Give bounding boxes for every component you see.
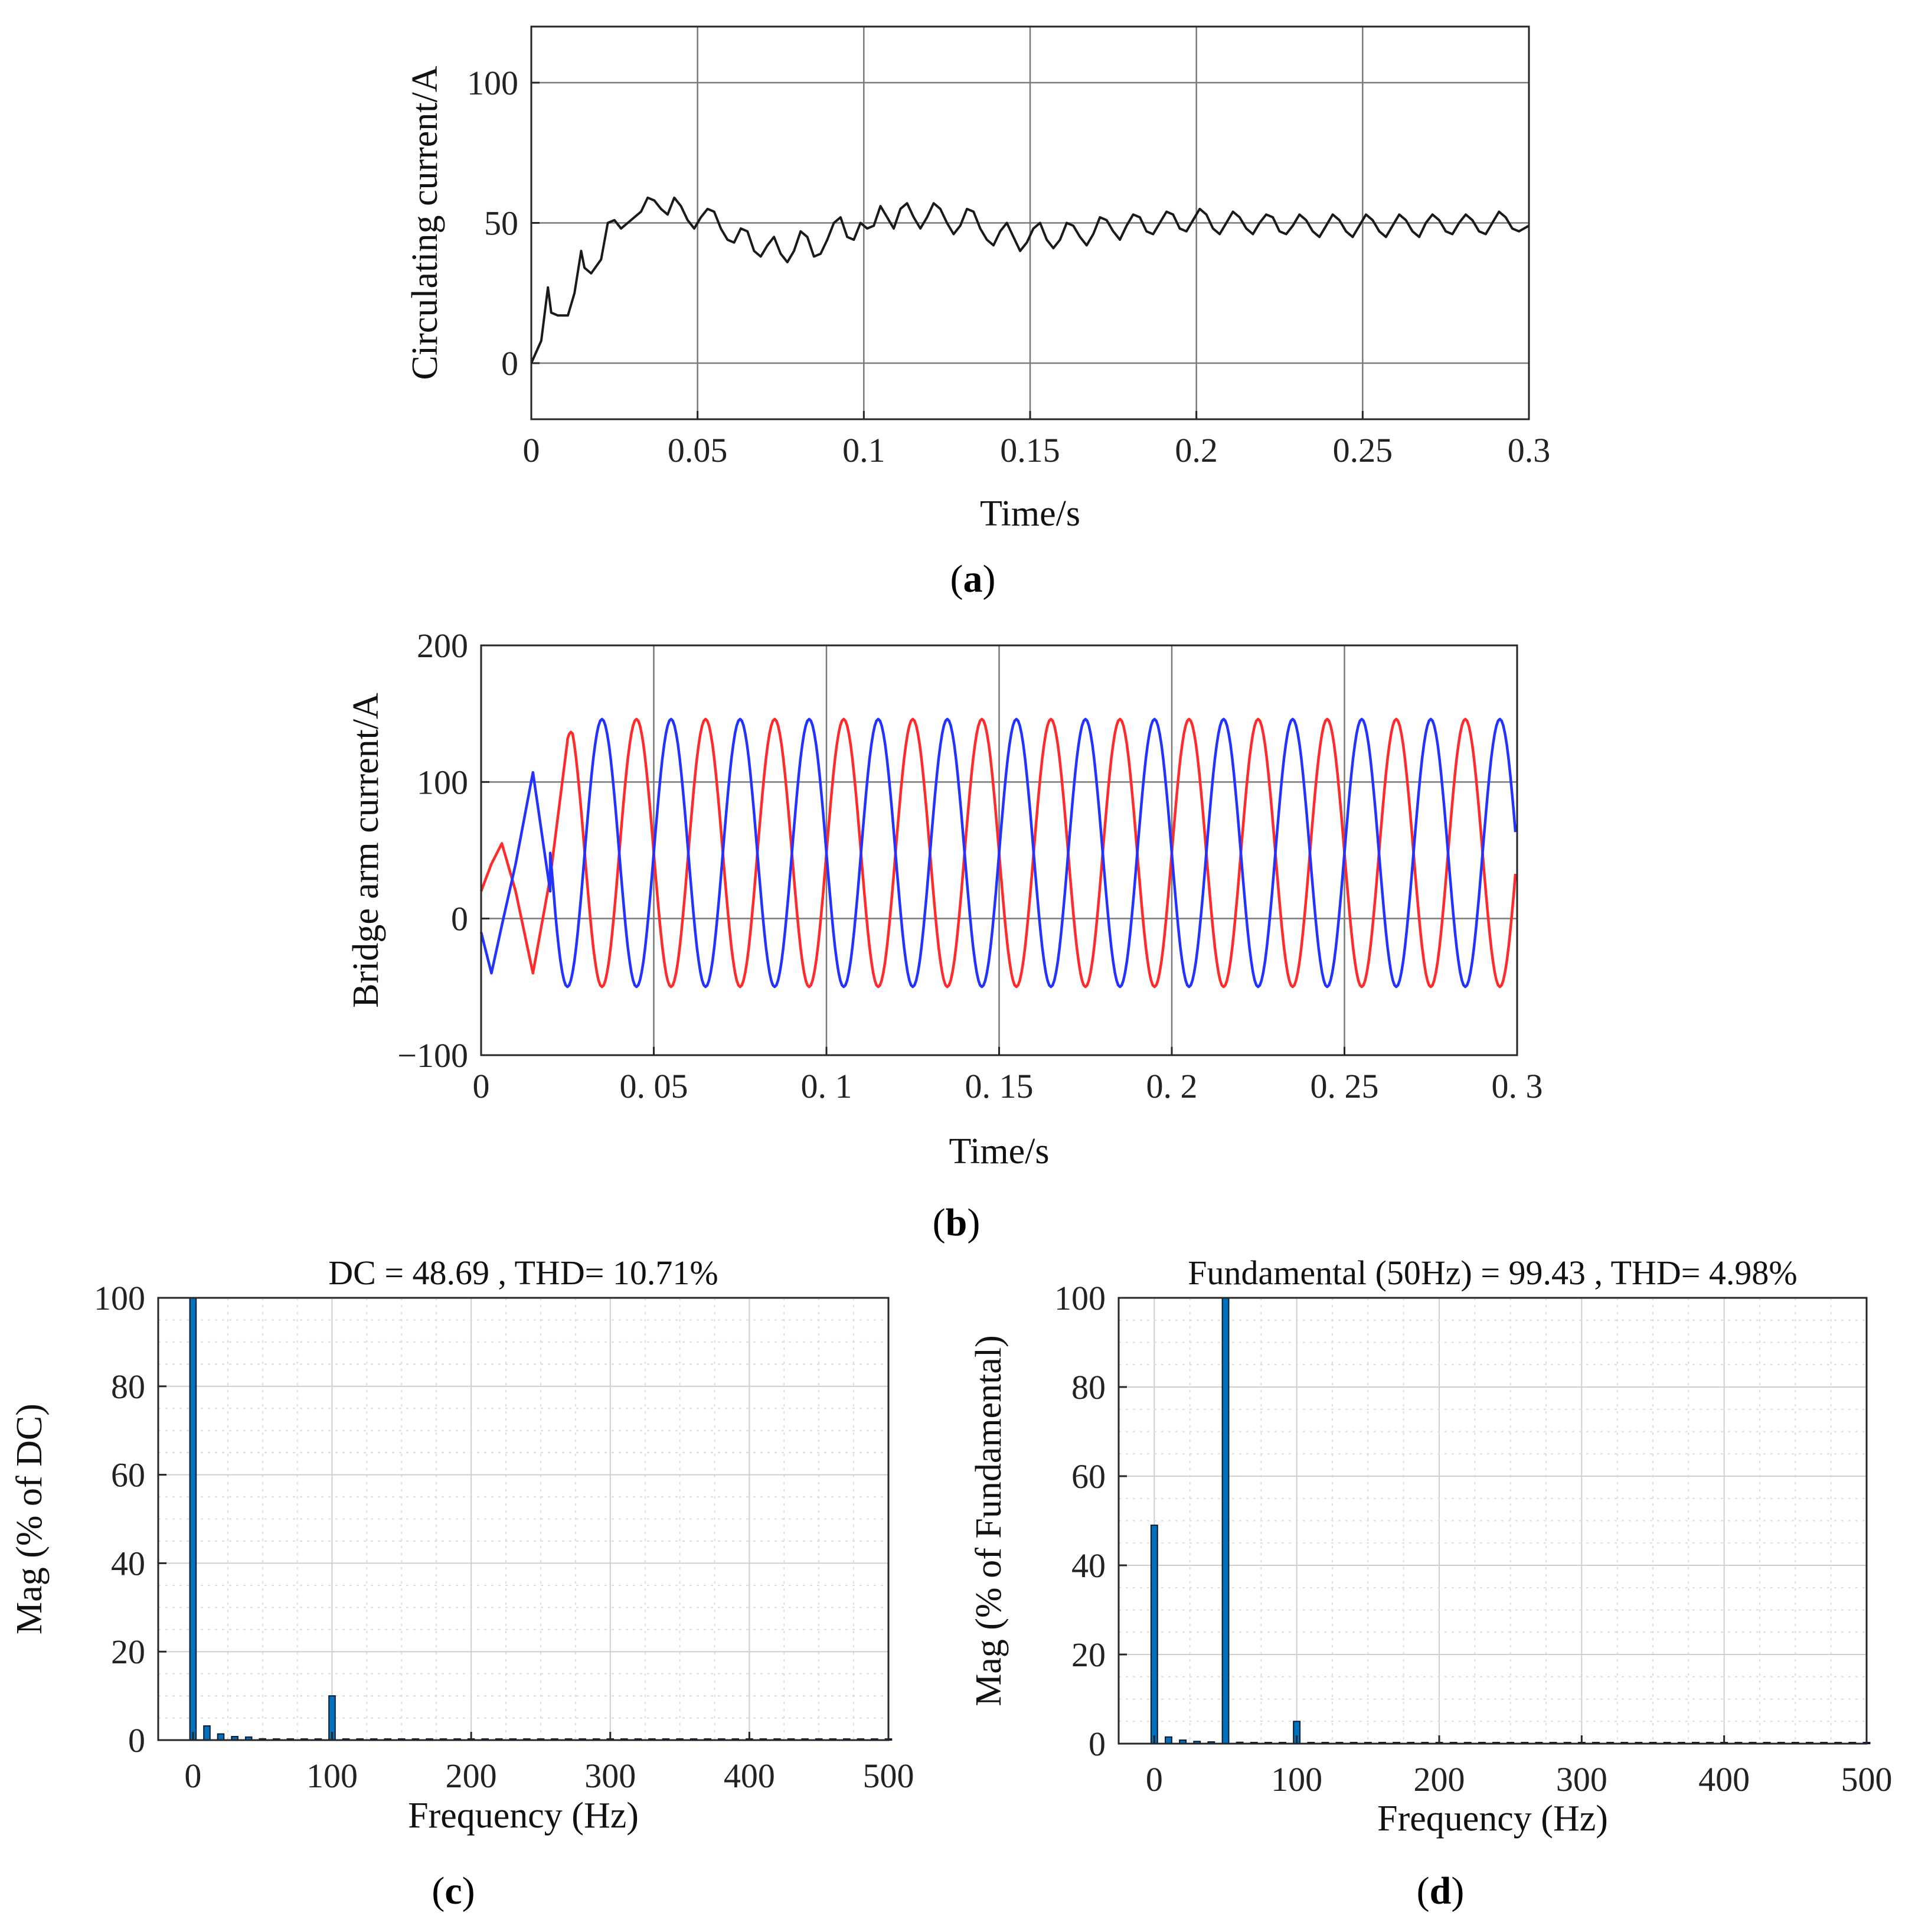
y-tick-label: 0 <box>128 1721 145 1760</box>
y-tick-label: 50 <box>484 204 518 243</box>
y-tick-label: 200 <box>417 626 468 665</box>
x-tick-label: 400 <box>1698 1760 1750 1799</box>
chart-a: 0 0.05 0.1 0.15 0.2 0.25 0.3 0 50 100 Time/s Circul… <box>405 25 1551 534</box>
x-tick-label: 0.15 <box>1000 431 1060 469</box>
x-tick-label: 0 <box>1146 1760 1163 1799</box>
y-tick-label: 20 <box>111 1633 145 1671</box>
bar-10hz <box>1165 1736 1172 1744</box>
x-axis-label: Time/s <box>949 1131 1049 1171</box>
y-tick-label: 60 <box>111 1456 145 1494</box>
bar-0hz <box>189 1297 197 1741</box>
axes-frame <box>1117 1297 1868 1745</box>
x-axis-label: Frequency (Hz) <box>1377 1799 1608 1839</box>
caption-b: (b) <box>933 1201 981 1244</box>
y-tick-label: 0 <box>451 900 468 938</box>
y-tick-label: 100 <box>1054 1279 1106 1317</box>
chart-d: 0 100 200 300 400 500 0 20 40 60 80 100 Frequency (H… <box>969 1254 1893 1839</box>
series-line-red <box>479 717 1517 988</box>
y-tick-label: 100 <box>467 64 518 102</box>
x-axis-label: Time/s <box>980 494 1080 534</box>
x-tick-label: 0 <box>523 431 540 469</box>
y-tick-label: 40 <box>1071 1546 1106 1585</box>
x-tick-label: 300 <box>1556 1760 1607 1799</box>
x-tick-label: 0. 2 <box>1146 1067 1198 1105</box>
caption-d: (d) <box>1417 1869 1465 1913</box>
x-tick-label: 0. 25 <box>1311 1067 1379 1105</box>
caption-a: (a) <box>950 557 996 601</box>
x-tick-label: 0.25 <box>1333 431 1393 469</box>
series-line-blue <box>479 717 1517 988</box>
bar-20hz <box>217 1733 225 1741</box>
series-line-circulating-current <box>530 196 1530 364</box>
chart-title: Fundamental (50Hz) = 99.43 , THD= 4.98% <box>1188 1254 1797 1292</box>
x-tick-label: 0.3 <box>1508 431 1551 469</box>
bar-10hz <box>203 1725 211 1741</box>
y-tick-label: −100 <box>397 1036 468 1075</box>
y-tick-label: 0 <box>501 344 518 383</box>
y-tick-label: 0 <box>1089 1725 1106 1763</box>
x-tick-label: 0 <box>184 1757 201 1795</box>
y-axis-label: Mag (% of DC) <box>9 1404 50 1634</box>
y-tick-label: 40 <box>111 1544 145 1582</box>
y-tick-label: 80 <box>1071 1368 1106 1406</box>
caption-c: (c) <box>432 1869 475 1913</box>
x-tick-label: 100 <box>306 1757 358 1795</box>
y-tick-label: 60 <box>1071 1457 1106 1496</box>
x-tick-label: 100 <box>1271 1760 1322 1799</box>
axes-frame <box>157 1297 890 1741</box>
x-axis-label: Frequency (Hz) <box>408 1796 639 1836</box>
y-axis-label: Bridge arm current/A <box>346 693 386 1008</box>
y-tick-label: 20 <box>1071 1636 1106 1674</box>
x-tick-label: 0. 3 <box>1492 1067 1543 1105</box>
x-tick-label: 0.05 <box>668 431 728 469</box>
y-axis-label: Circulating current/A <box>405 66 445 380</box>
x-tick-label: 0. 05 <box>620 1067 688 1105</box>
x-tick-label: 0.1 <box>842 431 885 469</box>
x-tick-label: 500 <box>1841 1760 1893 1799</box>
chart-b: 0 0. 05 0. 1 0. 15 0. 2 0. 25 0. 3−1000100200T… <box>346 626 1543 1171</box>
y-tick-label: 100 <box>417 763 468 801</box>
x-tick-label: 0. 15 <box>965 1067 1034 1105</box>
y-axis-label: Mag (% of Fundamental) <box>969 1335 1009 1706</box>
x-tick-label: 300 <box>584 1757 636 1795</box>
x-tick-label: 500 <box>863 1757 914 1795</box>
x-tick-label: 0 <box>473 1067 490 1105</box>
bar-0hz <box>1150 1525 1158 1745</box>
x-tick-label: 0. 1 <box>801 1067 852 1105</box>
x-tick-label: 200 <box>446 1757 497 1795</box>
y-tick-label: 80 <box>111 1368 145 1406</box>
y-tick-label: 100 <box>94 1279 145 1317</box>
chart-title: DC = 48.69 , THD= 10.71% <box>328 1254 718 1292</box>
x-tick-label: 0.2 <box>1175 431 1218 469</box>
bar-50hz <box>1221 1297 1230 1744</box>
plot-area <box>158 1298 888 1740</box>
x-tick-label: 200 <box>1414 1760 1465 1799</box>
x-tick-label: 400 <box>724 1757 775 1795</box>
plot-area <box>1119 1298 1867 1744</box>
chart-c: 0 100 200 300 400 500 0 20 40 60 80 100 Frequency (H… <box>9 1254 914 1836</box>
